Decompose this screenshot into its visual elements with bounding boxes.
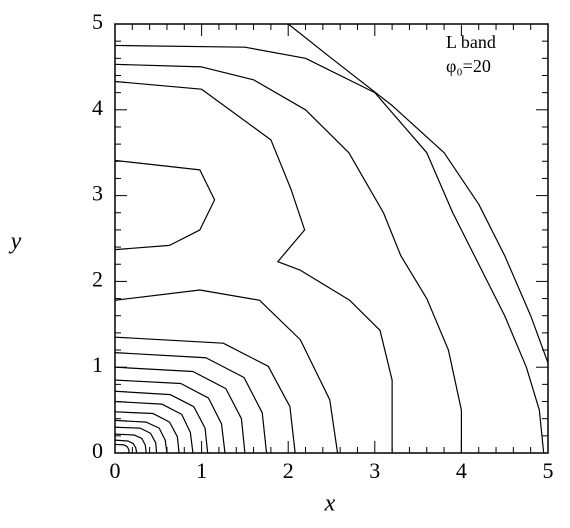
y-tick-label: 2	[92, 266, 103, 291]
annotation: L band	[446, 32, 496, 52]
x-axis-label: x	[324, 491, 336, 517]
x-tick-label: 1	[196, 458, 207, 483]
contour-line	[114, 366, 246, 454]
contour-line	[114, 411, 180, 454]
contour-line	[114, 439, 138, 454]
y-tick-label: 0	[92, 438, 103, 463]
x-tick-label: 4	[456, 458, 467, 483]
contour-line	[114, 336, 296, 454]
y-tick-label: 3	[92, 181, 103, 206]
plot-frame	[114, 23, 549, 454]
contour-line	[114, 159, 216, 251]
contour-line	[114, 426, 158, 454]
contour-line	[114, 63, 462, 453]
contour-line	[114, 390, 209, 454]
x-tick-label: 3	[369, 458, 380, 483]
y-tick-label: 4	[92, 95, 103, 120]
x-tick-label: 0	[110, 458, 121, 483]
contour-line	[287, 23, 549, 364]
contour-line	[114, 443, 130, 453]
contour-line	[114, 379, 226, 454]
y-tick-label: 1	[92, 352, 103, 377]
contour-line	[114, 433, 147, 454]
x-tick-label: 2	[283, 458, 294, 483]
contour-line	[114, 352, 268, 454]
contour-line	[114, 419, 168, 454]
contour-line	[114, 80, 393, 453]
y-tick-label: 5	[92, 9, 103, 34]
y-axis-label: y	[9, 229, 22, 255]
contour-line	[114, 289, 339, 454]
contour-line	[114, 400, 194, 454]
contour-line	[114, 44, 545, 454]
x-tick-label: 5	[543, 458, 554, 483]
annotation: φ₀=20	[446, 56, 491, 76]
